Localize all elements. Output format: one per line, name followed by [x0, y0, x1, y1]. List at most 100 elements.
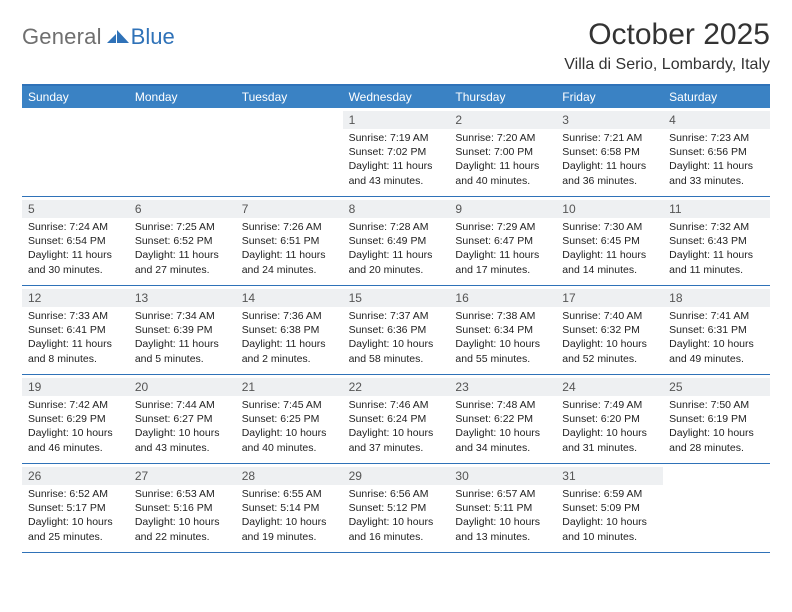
calendar-day: 28 Sunrise: 6:55 AM Sunset: 5:14 PM Dayli… [236, 464, 343, 552]
weekday-header: Thursday [449, 86, 556, 108]
calendar-day: 27 Sunrise: 6:53 AM Sunset: 5:16 PM Dayli… [129, 464, 236, 552]
weekday-header: Tuesday [236, 86, 343, 108]
day-details: Sunrise: 7:32 AM Sunset: 6:43 PM Dayligh… [669, 220, 764, 277]
day-number: 9 [455, 202, 550, 216]
calendar-day [663, 464, 770, 552]
day-details: Sunrise: 6:57 AM Sunset: 5:11 PM Dayligh… [455, 487, 550, 544]
calendar-day: 29Sunrise: 6:56 AM Sunset: 5:12 PM Dayli… [343, 464, 450, 552]
calendar-day: 31Sunrise: 6:59 AM Sunset: 5:09 PM Dayli… [556, 464, 663, 552]
calendar-day: 13 Sunrise: 7:34 AM Sunset: 6:39 PM Dayli… [129, 286, 236, 374]
calendar-day: 11 Sunrise: 7:32 AM Sunset: 6:43 PM Dayli… [663, 197, 770, 285]
day-details: Sunrise: 7:41 AM Sunset: 6:31 PM Dayligh… [669, 309, 764, 366]
calendar-day: 17 Sunrise: 7:40 AM Sunset: 6:32 PM Dayli… [556, 286, 663, 374]
day-number: 27 [135, 469, 230, 483]
calendar-day: 30 Sunrise: 6:57 AM Sunset: 5:11 PM Dayli… [449, 464, 556, 552]
day-number: 18 [669, 291, 764, 305]
day-number: 17 [562, 291, 657, 305]
day-details: Sunrise: 6:59 AM Sunset: 5:09 PM Dayligh… [562, 487, 657, 544]
weekday-header: Sunday [22, 86, 129, 108]
day-details: Sunrise: 6:55 AM Sunset: 5:14 PM Dayligh… [242, 487, 337, 544]
day-number: 28 [242, 469, 337, 483]
calendar-day [22, 108, 129, 196]
day-number: 4 [669, 113, 764, 127]
calendar-week: 12 Sunrise: 7:33 AM Sunset: 6:41 PM Dayli… [22, 286, 770, 375]
day-number: 12 [28, 291, 123, 305]
calendar-week: 19 Sunrise: 7:42 AM Sunset: 6:29 PM Dayli… [22, 375, 770, 464]
calendar-day: 18 Sunrise: 7:41 AM Sunset: 6:31 PM Dayli… [663, 286, 770, 374]
brand-general: General [22, 24, 102, 50]
day-details: Sunrise: 7:44 AM Sunset: 6:27 PM Dayligh… [135, 398, 230, 455]
day-number: 1 [349, 113, 444, 127]
calendar-day: 21 Sunrise: 7:45 AM Sunset: 6:25 PM Dayli… [236, 375, 343, 463]
calendar-day: 23Sunrise: 7:48 AM Sunset: 6:22 PM Dayli… [449, 375, 556, 463]
day-number: 6 [135, 202, 230, 216]
day-details: Sunrise: 7:50 AM Sunset: 6:19 PM Dayligh… [669, 398, 764, 455]
day-details: Sunrise: 7:37 AM Sunset: 6:36 PM Dayligh… [349, 309, 444, 366]
brand-logo: General Blue [22, 24, 175, 50]
calendar-day: 16Sunrise: 7:38 AM Sunset: 6:34 PM Dayli… [449, 286, 556, 374]
day-details: Sunrise: 7:36 AM Sunset: 6:38 PM Dayligh… [242, 309, 337, 366]
day-number: 5 [28, 202, 123, 216]
weekday-header-row: Sunday Monday Tuesday Wednesday Thursday… [22, 86, 770, 108]
day-number: 30 [455, 469, 550, 483]
calendar-day: 14 Sunrise: 7:36 AM Sunset: 6:38 PM Dayli… [236, 286, 343, 374]
day-details: Sunrise: 7:23 AM Sunset: 6:56 PM Dayligh… [669, 131, 764, 188]
day-details: Sunrise: 6:52 AM Sunset: 5:17 PM Dayligh… [28, 487, 123, 544]
day-details: Sunrise: 7:21 AM Sunset: 6:58 PM Dayligh… [562, 131, 657, 188]
calendar: Sunday Monday Tuesday Wednesday Thursday… [22, 84, 770, 553]
location-subtitle: Villa di Serio, Lombardy, Italy [564, 56, 770, 74]
day-number: 2 [455, 113, 550, 127]
day-number: 15 [349, 291, 444, 305]
day-details: Sunrise: 6:56 AM Sunset: 5:12 PM Dayligh… [349, 487, 444, 544]
day-details: Sunrise: 7:38 AM Sunset: 6:34 PM Dayligh… [455, 309, 550, 366]
day-details: Sunrise: 7:34 AM Sunset: 6:39 PM Dayligh… [135, 309, 230, 366]
weekday-header: Saturday [663, 86, 770, 108]
calendar-day: 24Sunrise: 7:49 AM Sunset: 6:20 PM Dayli… [556, 375, 663, 463]
day-number: 10 [562, 202, 657, 216]
day-number: 23 [455, 380, 550, 394]
calendar-day: 12 Sunrise: 7:33 AM Sunset: 6:41 PM Dayli… [22, 286, 129, 374]
calendar-day: 7Sunrise: 7:26 AM Sunset: 6:51 PM Daylig… [236, 197, 343, 285]
day-details: Sunrise: 7:25 AM Sunset: 6:52 PM Dayligh… [135, 220, 230, 277]
page-title: October 2025 [564, 18, 770, 52]
day-details: Sunrise: 7:40 AM Sunset: 6:32 PM Dayligh… [562, 309, 657, 366]
calendar-day: 3Sunrise: 7:21 AM Sunset: 6:58 PM Daylig… [556, 108, 663, 196]
day-number: 19 [28, 380, 123, 394]
day-number: 21 [242, 380, 337, 394]
calendar-day: 1Sunrise: 7:19 AM Sunset: 7:02 PM Daylig… [343, 108, 450, 196]
day-number: 14 [242, 291, 337, 305]
header: General Blue October 2025 Villa di Serio… [22, 18, 770, 74]
day-details: Sunrise: 7:26 AM Sunset: 6:51 PM Dayligh… [242, 220, 337, 277]
day-number: 25 [669, 380, 764, 394]
day-details: Sunrise: 7:42 AM Sunset: 6:29 PM Dayligh… [28, 398, 123, 455]
calendar-day: 5 Sunrise: 7:24 AM Sunset: 6:54 PM Daylig… [22, 197, 129, 285]
weekday-header: Monday [129, 86, 236, 108]
day-details: Sunrise: 7:24 AM Sunset: 6:54 PM Dayligh… [28, 220, 123, 277]
calendar-day: 26 Sunrise: 6:52 AM Sunset: 5:17 PM Dayli… [22, 464, 129, 552]
day-number: 11 [669, 202, 764, 216]
calendar-week: 26 Sunrise: 6:52 AM Sunset: 5:17 PM Dayli… [22, 464, 770, 553]
calendar-week: 1Sunrise: 7:19 AM Sunset: 7:02 PM Daylig… [22, 108, 770, 197]
calendar-day: 15 Sunrise: 7:37 AM Sunset: 6:36 PM Dayli… [343, 286, 450, 374]
day-number: 22 [349, 380, 444, 394]
day-details: Sunrise: 7:29 AM Sunset: 6:47 PM Dayligh… [455, 220, 550, 277]
calendar-day: 20 Sunrise: 7:44 AM Sunset: 6:27 PM Dayli… [129, 375, 236, 463]
calendar-day: 22Sunrise: 7:46 AM Sunset: 6:24 PM Dayli… [343, 375, 450, 463]
calendar-day: 9 Sunrise: 7:29 AM Sunset: 6:47 PM Daylig… [449, 197, 556, 285]
day-details: Sunrise: 7:20 AM Sunset: 7:00 PM Dayligh… [455, 131, 550, 188]
day-number: 26 [28, 469, 123, 483]
day-details: Sunrise: 7:33 AM Sunset: 6:41 PM Dayligh… [28, 309, 123, 366]
calendar-day: 8 Sunrise: 7:28 AM Sunset: 6:49 PM Daylig… [343, 197, 450, 285]
day-number: 20 [135, 380, 230, 394]
calendar-day: 19 Sunrise: 7:42 AM Sunset: 6:29 PM Dayli… [22, 375, 129, 463]
day-details: Sunrise: 7:45 AM Sunset: 6:25 PM Dayligh… [242, 398, 337, 455]
brand-mark-icon [107, 26, 129, 49]
weekday-header: Friday [556, 86, 663, 108]
day-number: 24 [562, 380, 657, 394]
calendar-day: 6 Sunrise: 7:25 AM Sunset: 6:52 PM Daylig… [129, 197, 236, 285]
day-details: Sunrise: 7:28 AM Sunset: 6:49 PM Dayligh… [349, 220, 444, 277]
weekday-header: Wednesday [343, 86, 450, 108]
day-number: 13 [135, 291, 230, 305]
day-number: 8 [349, 202, 444, 216]
day-details: Sunrise: 6:53 AM Sunset: 5:16 PM Dayligh… [135, 487, 230, 544]
